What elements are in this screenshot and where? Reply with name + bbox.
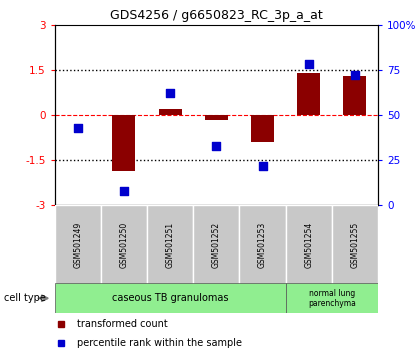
Text: normal lung
parenchyma: normal lung parenchyma [308,289,356,308]
Text: GSM501251: GSM501251 [165,222,175,268]
Bar [55,283,286,313]
Point [74,125,81,131]
Bar [159,109,182,115]
Text: GSM501254: GSM501254 [304,222,313,268]
Title: GDS4256 / g6650823_RC_3p_a_at: GDS4256 / g6650823_RC_3p_a_at [110,9,323,22]
Bar [286,283,378,313]
Bar [101,205,147,285]
Bar [193,205,239,285]
Bar [147,205,193,285]
Point [352,73,358,78]
Bar [239,205,286,285]
Text: percentile rank within the sample: percentile rank within the sample [77,338,242,348]
Point [167,91,173,96]
Bar [344,76,366,115]
Bar [297,73,320,115]
Point [213,143,220,149]
Bar [286,205,332,285]
Text: GSM501255: GSM501255 [350,222,360,268]
Bar [113,115,135,171]
Point [259,163,266,169]
Text: cell type: cell type [4,293,46,303]
Text: transformed count: transformed count [77,319,168,329]
Text: GSM501252: GSM501252 [212,222,221,268]
Text: caseous TB granulomas: caseous TB granulomas [112,293,228,303]
Bar [55,205,101,285]
Bar [332,205,378,285]
Text: GSM501250: GSM501250 [119,222,129,268]
Point [121,188,127,194]
Bar [205,115,228,120]
Text: GSM501253: GSM501253 [258,222,267,268]
Bar [251,115,274,142]
Text: GSM501249: GSM501249 [73,222,82,268]
Point [305,62,312,67]
